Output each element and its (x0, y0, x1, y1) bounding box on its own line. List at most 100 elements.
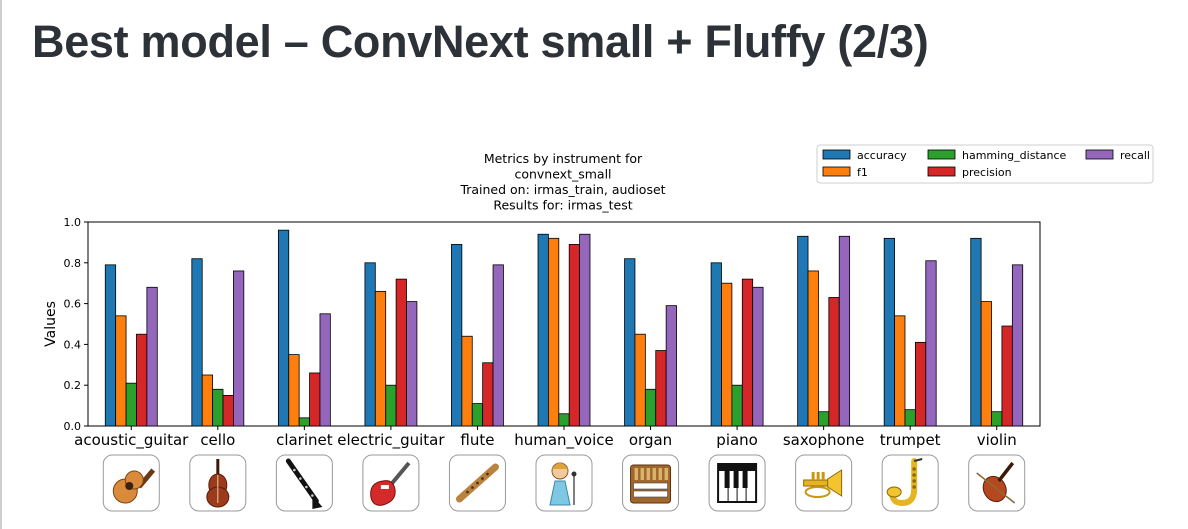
flute-icon (455, 463, 499, 503)
legend-swatch (1085, 149, 1114, 160)
bar-f1 (374, 290, 387, 427)
bar-group-violin (970, 237, 1024, 427)
bar-group-piano (710, 262, 764, 427)
acoustic-guitar-icon (112, 468, 156, 504)
bar-precision (395, 278, 407, 427)
bar-precision (828, 297, 840, 427)
bar-accuracy (104, 264, 117, 427)
chart-title-line: Metrics by instrument for (484, 151, 643, 166)
bar-group-electric-guitar (364, 262, 418, 427)
bar-recall (925, 260, 937, 427)
y-tick-label: 0.2 (64, 379, 82, 392)
bar-precision (482, 362, 494, 427)
violin-icon (976, 461, 1016, 504)
bar-accuracy (624, 258, 636, 427)
legend-label: f1 (857, 166, 868, 179)
bar-recall (665, 305, 677, 427)
bar-group-human-voice (537, 233, 591, 427)
bar-group-flute (451, 244, 504, 427)
instrument-tile-saxophone (795, 454, 853, 512)
y-tick-label: 0.6 (64, 298, 82, 311)
bar-precision (914, 341, 927, 427)
cello-icon (206, 459, 230, 508)
slide-left-border (0, 0, 2, 529)
chart-title-line: Results for: irmas_test (493, 198, 632, 213)
bar-recall (752, 286, 764, 427)
x-tick-label: clarinet (276, 431, 333, 449)
legend-label: recall (1120, 149, 1150, 162)
y-tick-label: 1.0 (64, 216, 82, 229)
bar-f1 (461, 335, 473, 427)
bar-hamming-distance (731, 384, 743, 427)
bar-hamming-distance (991, 411, 1003, 427)
bar-accuracy (797, 235, 809, 427)
instrument-tile-violin (968, 454, 1026, 512)
x-tick-label: electric_guitar (337, 431, 445, 450)
legend-label: accuracy (857, 149, 907, 162)
x-tick-label: acoustic_guitar (74, 431, 189, 450)
x-tick-label: trumpet (880, 431, 941, 449)
bar-f1 (721, 282, 733, 427)
x-tick-label: cello (200, 431, 235, 449)
bar-f1 (634, 333, 646, 427)
slide-title: Best model – ConvNext small + Fluffy (2/… (32, 16, 929, 67)
x-tick-label: violin (977, 431, 1017, 449)
bar-hamming-distance (125, 382, 137, 427)
bar-accuracy (364, 262, 376, 427)
instrument-tile-clarinet (275, 454, 333, 512)
instrument-tile-trumpet (881, 454, 939, 512)
legend-box (816, 144, 1154, 184)
bar-hamming-distance (644, 388, 657, 427)
bar-accuracy (883, 237, 895, 427)
y-axis-label: Values (43, 301, 59, 347)
y-tick-label: 0.8 (64, 257, 82, 270)
instrument-tile-human-voice (535, 454, 593, 512)
bar-recall (1011, 264, 1024, 427)
bar-f1 (201, 374, 214, 427)
instrument-tile-piano (708, 454, 766, 512)
instrument-tile-acoustic-guitar (102, 454, 160, 512)
bar-group-cello (191, 258, 245, 427)
bar-f1 (115, 315, 127, 427)
legend-label: hamming_distance (962, 149, 1066, 162)
x-tick-label: organ (629, 431, 672, 449)
bar-group-trumpet (883, 237, 937, 427)
bar-recall (319, 313, 331, 427)
bar-hamming-distance (471, 403, 484, 427)
bar-precision (222, 394, 234, 427)
bar-recall (233, 270, 245, 427)
saxophone-icon (886, 458, 923, 507)
bar-precision (568, 244, 581, 427)
bar-accuracy (710, 262, 722, 427)
legend-label: precision (962, 166, 1012, 179)
legend-swatch (927, 149, 956, 160)
bar-accuracy (277, 229, 290, 427)
bar-group-clarinet (277, 229, 331, 427)
bar-group-acoustic-guitar (104, 264, 158, 427)
legend-swatch (822, 149, 851, 160)
bar-precision (655, 350, 667, 427)
bar-group-organ (624, 258, 677, 427)
bar-recall (492, 264, 504, 427)
bar-precision (309, 372, 321, 427)
instrument-tile-electric-guitar (362, 454, 420, 512)
organ-icon (630, 464, 672, 504)
bar-hamming-distance (298, 417, 310, 427)
legend-swatch (927, 166, 956, 177)
bar-recall (146, 286, 158, 427)
clarinet-icon (285, 458, 323, 509)
bar-precision (741, 278, 754, 427)
bar-accuracy (537, 233, 549, 427)
x-tick-label: saxophone (783, 431, 865, 449)
bar-hamming-distance (212, 388, 224, 427)
bar-hamming-distance (558, 413, 570, 427)
piano-keys-icon (717, 463, 758, 503)
x-tick-label: human_voice (514, 431, 614, 450)
bar-f1 (548, 237, 560, 427)
bar-precision (136, 333, 148, 427)
bar-accuracy (191, 258, 203, 427)
bar-hamming-distance (904, 409, 916, 427)
bar-precision (1001, 325, 1013, 427)
chart-title-line: convnext_small (514, 167, 611, 182)
bar-hamming-distance (818, 411, 830, 427)
